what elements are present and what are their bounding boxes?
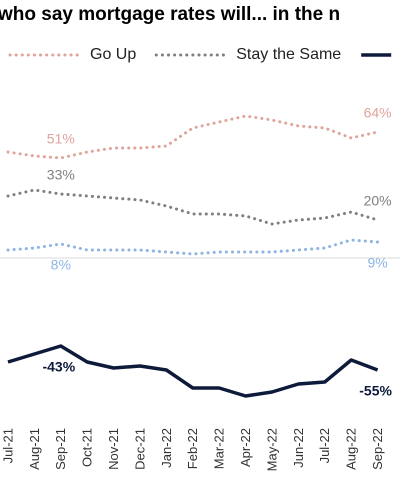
x-tick-label: Jan-22	[159, 428, 174, 468]
x-tick-label: Aug-22	[344, 428, 359, 470]
legend-label: Go Up	[90, 46, 136, 63]
x-tick-label: Sep-21	[53, 428, 68, 470]
x-tick-label: Mar-22	[212, 428, 227, 469]
x-tick-label: Apr-22	[238, 428, 253, 467]
x-tick-label: Aug-21	[27, 428, 42, 470]
data-label: 51%	[47, 131, 75, 147]
data-label: 20%	[364, 193, 392, 209]
series-line	[6, 114, 380, 160]
data-label: 64%	[364, 105, 392, 121]
x-tick-label: Jul-22	[317, 428, 332, 463]
data-label: 8%	[51, 257, 71, 273]
x-tick-label: Jul-21	[0, 428, 15, 463]
x-tick-label: Feb-22	[185, 428, 200, 469]
x-tick-label: Sep-22	[370, 428, 385, 470]
series-line	[6, 238, 380, 256]
legend-label: Stay the Same	[236, 46, 341, 63]
data-label: -43%	[42, 359, 75, 375]
x-tick-label: Jun-22	[291, 428, 306, 468]
x-tick-label: May-22	[264, 428, 279, 471]
series-line	[7, 344, 379, 398]
x-tick-label: Dec-21	[132, 428, 147, 470]
x-tick-label: Nov-21	[106, 428, 121, 470]
series-line	[6, 188, 380, 226]
chart-title: who say mortgage rates will... in the n	[0, 4, 340, 25]
x-tick-label: Oct-21	[80, 428, 95, 467]
data-label: 33%	[47, 167, 75, 183]
data-label: 9%	[367, 255, 387, 271]
data-label: -55%	[359, 383, 392, 399]
